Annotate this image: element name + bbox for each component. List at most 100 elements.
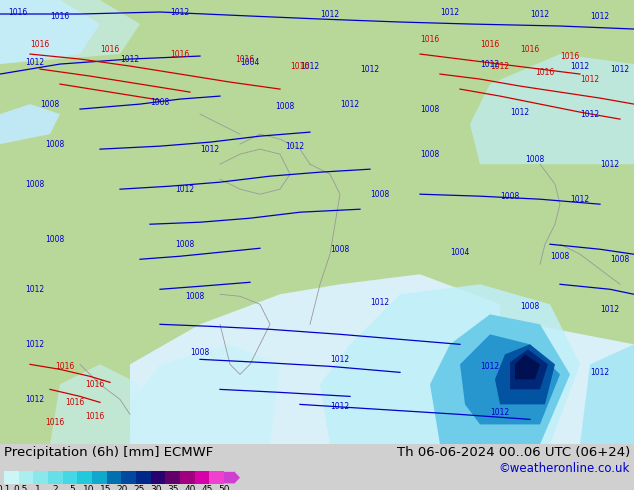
FancyArrow shape	[224, 471, 240, 484]
Bar	[77, 471, 92, 484]
Text: 1012: 1012	[25, 340, 44, 349]
Text: 1012: 1012	[590, 12, 609, 21]
Bar	[92, 471, 107, 484]
Text: 1008: 1008	[420, 149, 439, 159]
Text: 1012: 1012	[510, 108, 529, 117]
Text: 1012: 1012	[441, 7, 460, 17]
Text: 10: 10	[83, 485, 94, 490]
Text: 1008: 1008	[330, 245, 349, 254]
Polygon shape	[130, 344, 280, 444]
Text: 1016: 1016	[535, 68, 555, 76]
Text: 1012: 1012	[600, 305, 619, 314]
Text: 0.5: 0.5	[14, 485, 28, 490]
Polygon shape	[320, 284, 580, 444]
Text: 1012: 1012	[176, 185, 195, 194]
Text: 1008: 1008	[46, 140, 65, 148]
Text: 1012: 1012	[171, 7, 190, 17]
Text: 1012: 1012	[581, 74, 600, 84]
Text: 1004: 1004	[450, 248, 470, 257]
Polygon shape	[430, 314, 570, 444]
Text: 1012: 1012	[200, 145, 219, 154]
Text: 1012: 1012	[301, 62, 320, 71]
Bar	[121, 471, 136, 484]
Text: 1016: 1016	[55, 362, 75, 371]
Text: 1012: 1012	[120, 54, 139, 64]
Bar	[209, 471, 224, 484]
Text: 1012: 1012	[340, 99, 359, 109]
Bar	[165, 471, 180, 484]
Text: 1016: 1016	[420, 34, 439, 44]
Text: 1016: 1016	[65, 398, 84, 407]
Text: 1008: 1008	[370, 190, 390, 198]
Text: 1008: 1008	[521, 302, 540, 311]
Text: 1008: 1008	[41, 99, 60, 109]
Text: 1012: 1012	[25, 57, 44, 67]
Text: 1016: 1016	[86, 412, 105, 421]
Polygon shape	[510, 349, 548, 390]
Polygon shape	[580, 344, 634, 444]
Text: 1008: 1008	[420, 104, 439, 114]
Text: 1008: 1008	[611, 255, 630, 264]
Text: 1008: 1008	[150, 98, 170, 107]
Bar	[48, 471, 63, 484]
Text: 1008: 1008	[550, 252, 569, 261]
Text: 1008: 1008	[185, 292, 205, 301]
Text: 1016: 1016	[171, 49, 190, 58]
Text: 1016: 1016	[8, 7, 28, 17]
Bar	[18, 471, 34, 484]
Polygon shape	[0, 0, 140, 64]
Polygon shape	[460, 334, 560, 424]
Text: 1012: 1012	[600, 160, 619, 169]
Bar	[4, 471, 18, 484]
Text: 1012: 1012	[581, 110, 600, 119]
Text: 35: 35	[167, 485, 179, 490]
Text: 1008: 1008	[275, 101, 295, 111]
Text: Th 06-06-2024 00..06 UTC (06+24): Th 06-06-2024 00..06 UTC (06+24)	[397, 446, 630, 460]
Text: 1008: 1008	[526, 155, 545, 164]
Text: 1: 1	[35, 485, 41, 490]
Text: 0.1: 0.1	[0, 485, 11, 490]
Text: 1016: 1016	[235, 54, 255, 64]
Polygon shape	[130, 274, 500, 444]
Text: 1008: 1008	[500, 192, 520, 201]
Bar	[180, 471, 195, 484]
Text: 1012: 1012	[25, 395, 44, 404]
Polygon shape	[495, 344, 555, 404]
Text: 1012: 1012	[611, 65, 630, 74]
Polygon shape	[490, 324, 634, 444]
Text: 5: 5	[69, 485, 75, 490]
Text: 1008: 1008	[46, 235, 65, 244]
Bar	[34, 471, 48, 484]
Bar	[107, 471, 121, 484]
Text: 40: 40	[184, 485, 196, 490]
Polygon shape	[50, 365, 140, 444]
Polygon shape	[515, 354, 540, 379]
Text: 45: 45	[202, 485, 213, 490]
Text: 50: 50	[218, 485, 230, 490]
Text: 1016: 1016	[50, 12, 70, 21]
Text: 1004: 1004	[240, 57, 260, 67]
Polygon shape	[0, 104, 60, 144]
Text: 1012: 1012	[481, 60, 500, 69]
Bar	[63, 471, 77, 484]
Text: 1008: 1008	[176, 240, 195, 249]
Text: 1012: 1012	[481, 362, 500, 371]
Text: 20: 20	[117, 485, 128, 490]
Text: 1012: 1012	[330, 355, 349, 364]
Bar	[151, 471, 165, 484]
Text: 1016: 1016	[521, 45, 540, 53]
Text: 1016: 1016	[86, 380, 105, 389]
Text: 1012: 1012	[320, 9, 340, 19]
Text: 1008: 1008	[25, 180, 44, 189]
Text: 1012: 1012	[590, 368, 609, 377]
Text: 30: 30	[150, 485, 162, 490]
Text: 1012: 1012	[370, 298, 389, 307]
Text: 1012: 1012	[285, 142, 304, 150]
Text: 15: 15	[100, 485, 112, 490]
Polygon shape	[470, 54, 634, 164]
Polygon shape	[0, 0, 100, 64]
Text: 1008: 1008	[190, 348, 210, 357]
Text: ©weatheronline.co.uk: ©weatheronline.co.uk	[498, 462, 630, 475]
Text: 1012: 1012	[531, 9, 550, 19]
Text: 1012: 1012	[571, 62, 590, 71]
